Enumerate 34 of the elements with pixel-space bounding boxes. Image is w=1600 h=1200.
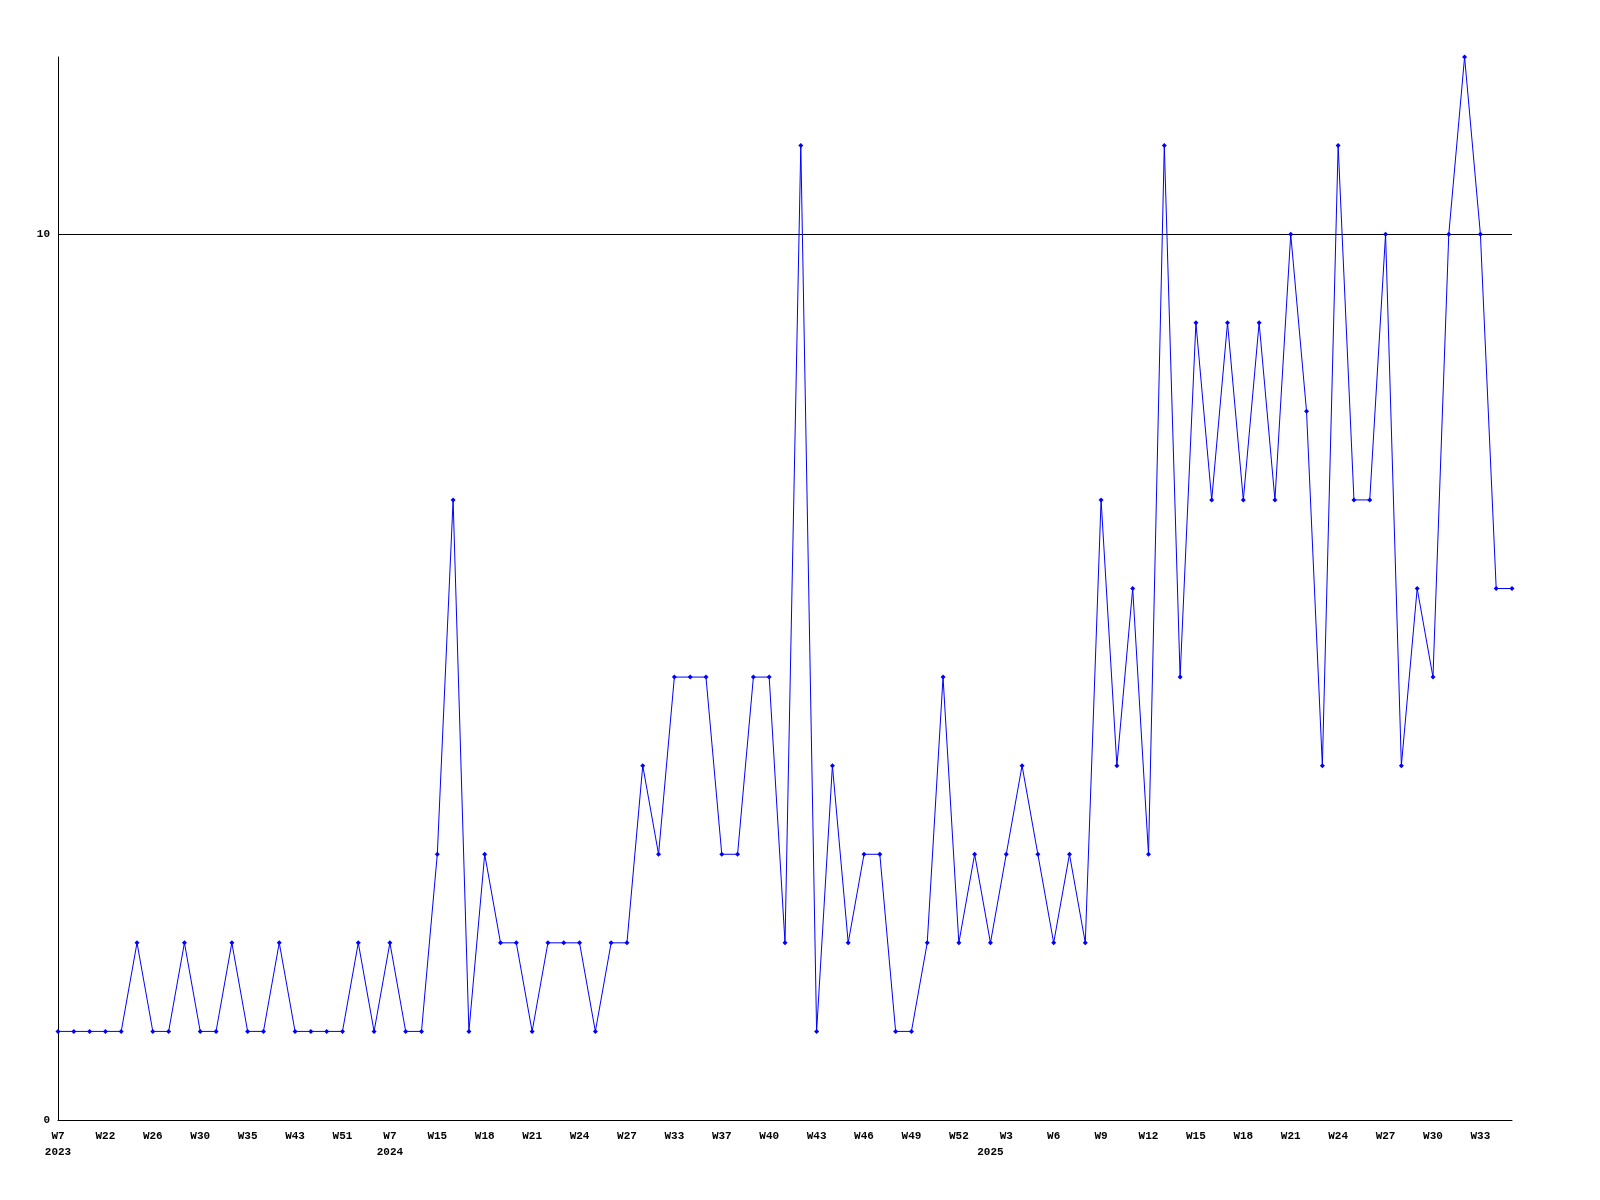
- x-tick-label: W22: [95, 1130, 116, 1142]
- x-tick-label: W12: [1138, 1130, 1159, 1142]
- x-tick-label: W27: [617, 1130, 637, 1142]
- x-tick-label: W30: [1423, 1130, 1443, 1142]
- x-tick-label: W33: [664, 1130, 685, 1142]
- x-tick-label: W3: [999, 1130, 1014, 1142]
- x-tick-label: W30: [190, 1130, 211, 1142]
- x-tick-label: W26: [142, 1130, 163, 1142]
- x-tick-label: W51: [332, 1130, 353, 1142]
- x-tick-label: W6: [1047, 1130, 1061, 1142]
- x-tick-label: W33: [1470, 1130, 1491, 1142]
- x-tick-label: W15: [427, 1130, 448, 1142]
- x-tick-label: 2025: [977, 1146, 1005, 1158]
- x-tick-label: W21: [1280, 1130, 1302, 1142]
- x-tick-label: W49: [901, 1130, 922, 1142]
- x-tick-label: W7 2023: [44, 1130, 72, 1158]
- x-tick-label: W43: [285, 1130, 306, 1142]
- x-tick-label: W21: [522, 1130, 543, 1142]
- x-tick-label: W9: [1094, 1130, 1108, 1142]
- x-tick-label: W46: [854, 1130, 874, 1142]
- y-tick-label: 10: [36, 228, 50, 241]
- x-tick-label: W24: [1328, 1130, 1349, 1142]
- x-tick-label: W18: [474, 1130, 496, 1142]
- x-tick-label: W7 2024: [376, 1130, 404, 1158]
- x-tick-label: W52: [948, 1130, 969, 1142]
- x-tick-label: W43: [806, 1130, 827, 1142]
- x-tick-label: W35: [237, 1130, 258, 1142]
- x-tick-label: W24: [569, 1130, 590, 1142]
- x-tick-label: W40: [759, 1130, 780, 1142]
- x-tick-label: W27: [1375, 1130, 1396, 1142]
- y-tick-label: 0: [43, 1114, 50, 1126]
- x-tick-label: W18: [1233, 1130, 1254, 1142]
- x-tick-label: W37: [711, 1130, 732, 1142]
- x-tick-label: W15: [1186, 1130, 1207, 1142]
